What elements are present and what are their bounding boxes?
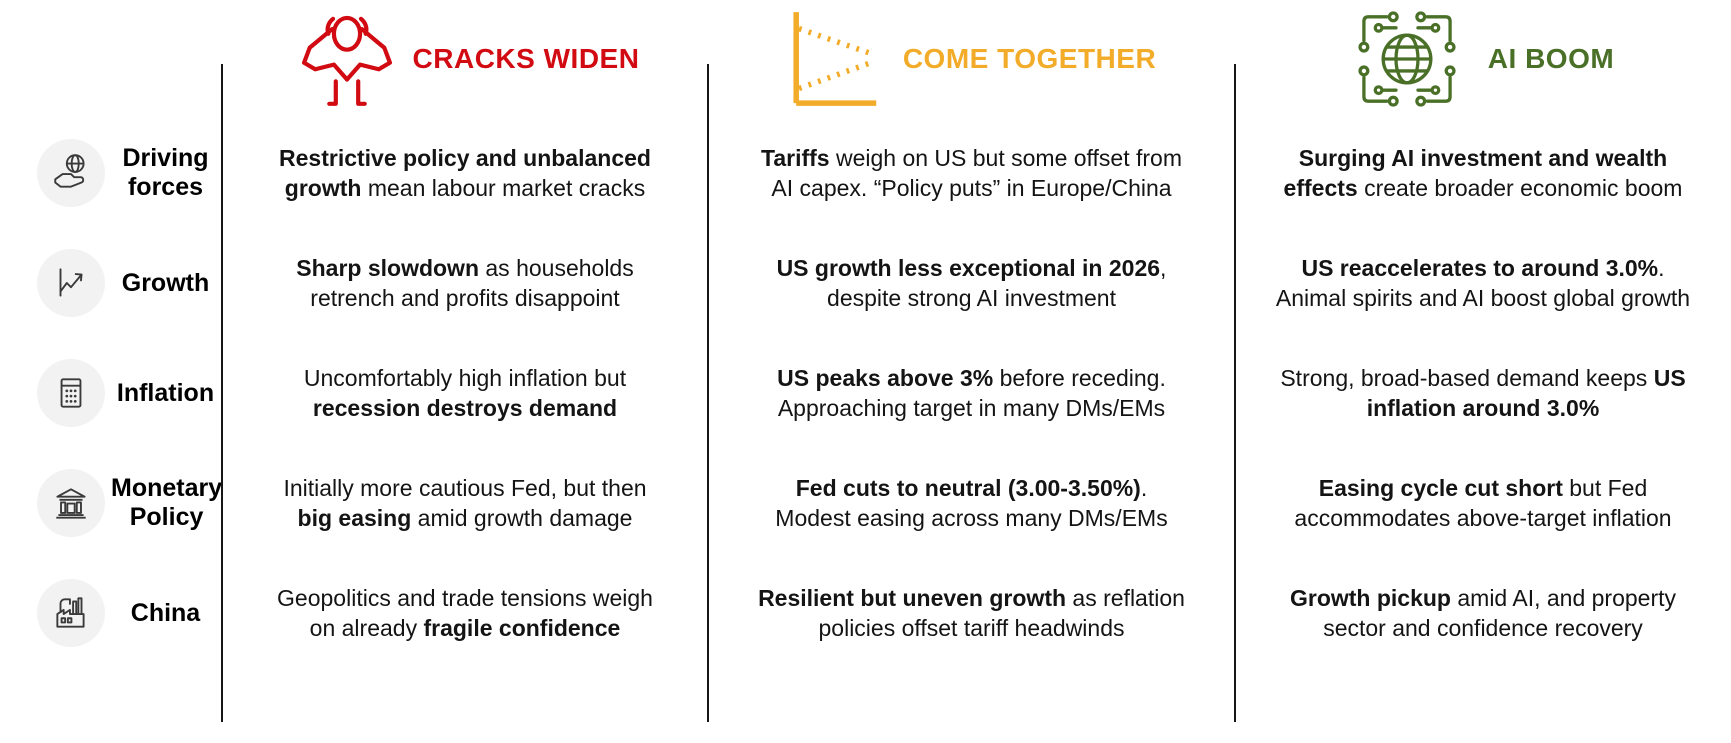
header-spacer (0, 0, 222, 118)
bank-icon (37, 469, 105, 537)
row-label: China (130, 598, 201, 627)
cell-growth-ai-boom: US reaccelerates to around 3.0%. Animal s… (1275, 255, 1691, 311)
converging-lines-icon (787, 6, 879, 112)
row-label: Driving forces (122, 144, 209, 201)
row-header-driving-forces: Driving forces (0, 118, 222, 228)
cell-china-come-together: Resilient but uneven growth as reflation… (758, 585, 1185, 641)
calculator-icon (37, 359, 105, 427)
column-divider (221, 64, 223, 722)
scenario-rows: Driving forces Restrictive policy and unb… (0, 118, 1731, 668)
scenario-header-cracks-widen: CRACKS WIDEN (222, 0, 708, 118)
scenario-header-row: CRACKS WIDEN COME TOGETHER (0, 0, 1731, 118)
globe-hand-icon (37, 139, 105, 207)
cell-monetary-policy-cracks-widen: Initially more cautious Fed, but then big… (283, 475, 647, 531)
cell-driving-forces-ai-boom: Surging AI investment and wealth effects … (1283, 145, 1683, 201)
row-header-inflation: Inflation (0, 338, 222, 448)
scenario-header-come-together: COME TOGETHER (708, 0, 1235, 118)
cell-monetary-policy-ai-boom: Easing cycle cut short but Fed accommodat… (1294, 475, 1672, 531)
cell-growth-cracks-widen: Sharp slowdown as households retrench and… (296, 255, 634, 311)
column-divider (1234, 64, 1236, 722)
scenario-title: AI BOOM (1487, 43, 1615, 74)
row-label: Inflation (116, 378, 215, 407)
cell-driving-forces-come-together: Tariffs weigh on US but some offset from… (760, 145, 1182, 201)
cell-growth-come-together: US growth less exceptional in 2026, despi… (776, 255, 1167, 311)
cell-inflation-cracks-widen: Uncomfortably high inflation but recessio… (303, 365, 627, 421)
cell-inflation-come-together: US peaks above 3% before receding. Approa… (777, 365, 1166, 421)
cell-china-ai-boom: Growth pickup amid AI, and property secto… (1289, 585, 1676, 641)
cell-driving-forces-cracks-widen: Restrictive policy and unbalanced growth … (279, 145, 651, 201)
column-divider (707, 64, 709, 722)
scenario-title: COME TOGETHER (902, 43, 1157, 74)
scenario-header-ai-boom: AI BOOM (1235, 0, 1731, 118)
cell-monetary-policy-come-together: Fed cuts to neutral (3.00-3.50%). Modest … (775, 475, 1168, 531)
stressed-person-icon (291, 9, 403, 109)
ai-globe-icon (1352, 4, 1462, 114)
row-label: Monetary Policy (111, 474, 223, 531)
chart-up-icon (37, 249, 105, 317)
row-header-china: China (0, 558, 222, 668)
scenario-title: CRACKS WIDEN (412, 43, 640, 74)
row-header-growth: Growth (0, 228, 222, 338)
cell-inflation-ai-boom: Strong, broad-based demand keeps US infla… (1280, 365, 1686, 421)
cell-china-cracks-widen: Geopolitics and trade tensions weigh on a… (277, 585, 653, 641)
row-header-monetary-policy: Monetary Policy (0, 448, 222, 558)
factory-icon (37, 579, 105, 647)
row-label: Growth (121, 268, 210, 297)
